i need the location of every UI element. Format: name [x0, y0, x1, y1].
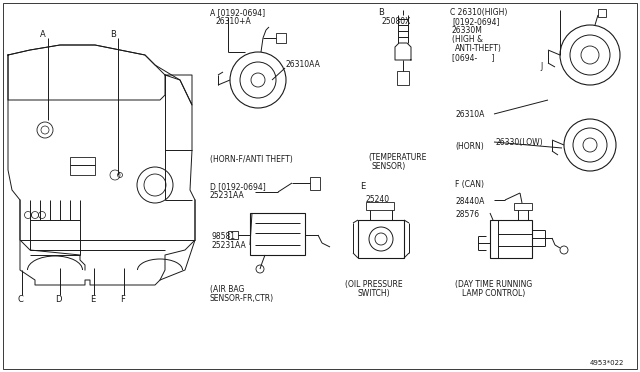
Text: C: C — [18, 295, 24, 304]
Text: SWITCH): SWITCH) — [358, 289, 390, 298]
Text: 26310A: 26310A — [455, 110, 484, 119]
Text: D: D — [55, 295, 61, 304]
Text: LAMP CONTROL): LAMP CONTROL) — [462, 289, 525, 298]
Text: SENSOR): SENSOR) — [372, 162, 406, 171]
Text: 26310AA: 26310AA — [285, 60, 320, 69]
Bar — [358, 220, 404, 258]
Text: C 26310(HIGH): C 26310(HIGH) — [450, 8, 508, 17]
Text: SENSOR-FR,CTR): SENSOR-FR,CTR) — [210, 294, 274, 303]
Text: 26330(LOW): 26330(LOW) — [496, 138, 543, 147]
Text: (TEMPERATURE: (TEMPERATURE — [368, 153, 426, 162]
Text: 25080X: 25080X — [382, 17, 412, 26]
Text: E: E — [90, 295, 95, 304]
Text: 28576: 28576 — [455, 210, 479, 219]
Text: 25240: 25240 — [365, 195, 389, 204]
Bar — [276, 33, 286, 43]
Text: (HIGH &: (HIGH & — [452, 35, 483, 44]
Bar — [514, 203, 532, 210]
Text: (OIL PRESSURE: (OIL PRESSURE — [345, 280, 403, 289]
Text: A [0192-0694]: A [0192-0694] — [210, 8, 265, 17]
Text: 25231AA: 25231AA — [212, 241, 247, 250]
Text: (HORN-F/ANTI THEFT): (HORN-F/ANTI THEFT) — [210, 155, 292, 164]
Text: (DAY TIME RUNNING: (DAY TIME RUNNING — [455, 280, 532, 289]
Text: (AIR BAG: (AIR BAG — [210, 285, 244, 294]
Text: [0192-0694]: [0192-0694] — [452, 17, 499, 26]
Text: F: F — [120, 295, 125, 304]
Text: ANTI-THEFT): ANTI-THEFT) — [455, 44, 502, 53]
Text: (HORN): (HORN) — [455, 142, 484, 151]
Text: A: A — [40, 30, 45, 39]
Text: 26330M: 26330M — [452, 26, 483, 35]
Text: B: B — [378, 8, 384, 17]
Bar — [366, 202, 394, 210]
Text: B: B — [110, 30, 116, 39]
Bar — [70, 157, 95, 175]
Text: F (CAN): F (CAN) — [455, 180, 484, 189]
Text: 25231AA: 25231AA — [210, 191, 244, 200]
Text: 98581: 98581 — [212, 232, 236, 241]
Text: E: E — [360, 182, 365, 191]
Text: 28440A: 28440A — [455, 197, 484, 206]
Text: 26310+A: 26310+A — [215, 17, 251, 26]
Text: D [0192-0694]: D [0192-0694] — [210, 182, 266, 191]
Bar — [310, 177, 320, 190]
Bar — [598, 9, 606, 17]
Text: J: J — [540, 62, 542, 71]
Bar — [228, 231, 238, 239]
Text: [0694-      ]: [0694- ] — [452, 53, 495, 62]
Text: 4953*022: 4953*022 — [590, 360, 625, 366]
Bar — [397, 71, 409, 85]
Bar — [250, 213, 305, 255]
Bar — [490, 220, 532, 258]
